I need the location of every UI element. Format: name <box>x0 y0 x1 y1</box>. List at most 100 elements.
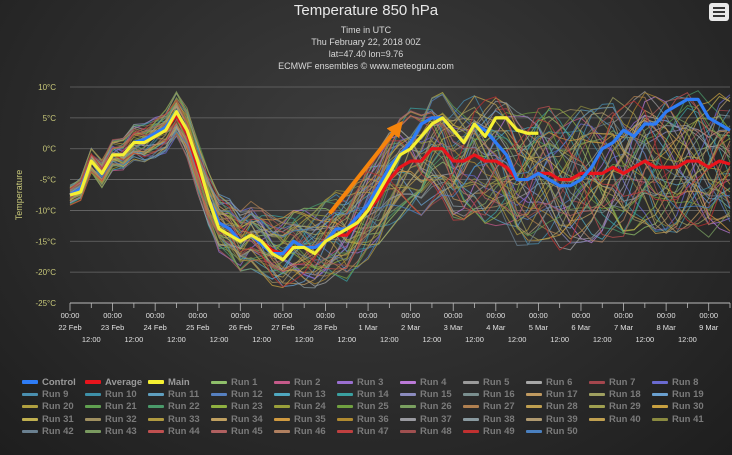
legend-item-run-8[interactable]: Run 8 <box>652 377 698 388</box>
legend-item-run-38[interactable]: Run 38 <box>463 414 515 425</box>
legend-item-main[interactable]: Main <box>148 377 190 388</box>
legend-label: Run 45 <box>231 425 263 437</box>
legend-item-run-20[interactable]: Run 20 <box>22 401 74 412</box>
legend-swatch <box>211 380 227 384</box>
legend-item-run-33[interactable]: Run 33 <box>148 414 200 425</box>
legend-item-run-13[interactable]: Run 13 <box>274 389 326 400</box>
legend-item-run-30[interactable]: Run 30 <box>652 401 704 412</box>
legend-swatch <box>148 393 164 397</box>
legend-item-run-46[interactable]: Run 46 <box>274 426 326 437</box>
legend-item-run-1[interactable]: Run 1 <box>211 377 257 388</box>
y-tick-label: -25°C <box>35 299 56 308</box>
legend-item-run-9[interactable]: Run 9 <box>22 389 68 400</box>
legend-swatch <box>463 380 479 384</box>
legend-item-run-43[interactable]: Run 43 <box>85 426 137 437</box>
legend-swatch <box>22 417 38 421</box>
legend-item-run-23[interactable]: Run 23 <box>211 401 263 412</box>
x-tick-noon: 12:00 <box>465 335 484 344</box>
legend-item-run-35[interactable]: Run 35 <box>274 414 326 425</box>
chart-menu-button[interactable] <box>709 3 729 21</box>
legend-swatch <box>589 393 605 397</box>
legend-item-run-6[interactable]: Run 6 <box>526 377 572 388</box>
y-tick-label: 0°C <box>43 145 57 154</box>
legend-swatch <box>22 405 38 409</box>
legend-item-run-26[interactable]: Run 26 <box>400 401 452 412</box>
x-tick-noon: 12:00 <box>337 335 356 344</box>
legend-label: Main <box>168 377 190 388</box>
legend-item-run-49[interactable]: Run 49 <box>463 426 515 437</box>
legend-item-run-16[interactable]: Run 16 <box>463 389 515 400</box>
legend-item-run-24[interactable]: Run 24 <box>274 401 326 412</box>
x-tick-noon: 12:00 <box>508 335 527 344</box>
x-tick-time: 00:00 <box>401 311 420 320</box>
annotation-arrow <box>328 120 403 215</box>
legend-item-run-10[interactable]: Run 10 <box>85 389 137 400</box>
legend-row: Run 42 Run 43 Run 44 Run 45 Run 46 Run 47 Run … <box>22 426 732 438</box>
legend-swatch <box>463 405 479 409</box>
legend-item-run-37[interactable]: Run 37 <box>400 414 452 425</box>
x-tick-time: 00:00 <box>316 311 335 320</box>
y-axis-title: Temperature <box>14 170 24 221</box>
legend-label: Run 35 <box>294 413 326 425</box>
legend-label: Run 36 <box>357 413 389 425</box>
legend-item-run-25[interactable]: Run 25 <box>337 401 389 412</box>
legend-item-average[interactable]: Average <box>85 377 142 388</box>
legend-item-run-40[interactable]: Run 40 <box>589 414 641 425</box>
legend-item-run-5[interactable]: Run 5 <box>463 377 509 388</box>
legend-item-run-42[interactable]: Run 42 <box>22 426 74 437</box>
run-line <box>69 99 731 272</box>
legend-item-run-39[interactable]: Run 39 <box>526 414 578 425</box>
legend-item-run-2[interactable]: Run 2 <box>274 377 320 388</box>
legend-item-run-32[interactable]: Run 32 <box>85 414 137 425</box>
legend-label: Run 43 <box>105 425 137 437</box>
legend-item-run-36[interactable]: Run 36 <box>337 414 389 425</box>
x-tick-date: 24 Feb <box>143 323 166 332</box>
legend-item-run-48[interactable]: Run 48 <box>400 426 452 437</box>
legend-item-run-41[interactable]: Run 41 <box>652 414 704 425</box>
legend-label: Run 48 <box>420 425 452 437</box>
legend-label: Run 19 <box>672 389 704 401</box>
legend-label: Run 34 <box>231 413 263 425</box>
x-tick-time: 00:00 <box>103 311 122 320</box>
legend-item-run-19[interactable]: Run 19 <box>652 389 704 400</box>
x-tick-date: 28 Feb <box>314 323 337 332</box>
legend-item-run-47[interactable]: Run 47 <box>337 426 389 437</box>
legend-item-run-28[interactable]: Run 28 <box>526 401 578 412</box>
legend-item-run-34[interactable]: Run 34 <box>211 414 263 425</box>
legend-row: Run 9 Run 10 Run 11 Run 12 Run 13 Run 14 Run 1… <box>22 389 732 401</box>
run-line <box>69 91 731 271</box>
legend-item-run-21[interactable]: Run 21 <box>85 401 137 412</box>
run-line <box>69 90 731 273</box>
legend-item-run-17[interactable]: Run 17 <box>526 389 578 400</box>
legend-item-run-11[interactable]: Run 11 <box>148 389 199 400</box>
legend-item-run-4[interactable]: Run 4 <box>400 377 446 388</box>
legend-item-run-45[interactable]: Run 45 <box>211 426 263 437</box>
legend-item-run-44[interactable]: Run 44 <box>148 426 200 437</box>
legend-item-run-29[interactable]: Run 29 <box>589 401 641 412</box>
legend-swatch <box>652 380 668 384</box>
legend-item-run-14[interactable]: Run 14 <box>337 389 389 400</box>
legend-swatch <box>526 417 542 421</box>
x-tick-time: 00:00 <box>231 311 250 320</box>
legend-item-run-22[interactable]: Run 22 <box>148 401 200 412</box>
legend-item-run-27[interactable]: Run 27 <box>463 401 515 412</box>
legend-item-run-3[interactable]: Run 3 <box>337 377 383 388</box>
legend-item-run-18[interactable]: Run 18 <box>589 389 641 400</box>
legend-item-run-50[interactable]: Run 50 <box>526 426 578 437</box>
legend-swatch <box>337 417 353 421</box>
legend-label: Run 41 <box>672 413 704 425</box>
legend-item-run-7[interactable]: Run 7 <box>589 377 635 388</box>
legend-label: Run 22 <box>168 401 200 413</box>
run-line <box>69 95 731 277</box>
legend-swatch <box>589 405 605 409</box>
legend-item-run-15[interactable]: Run 15 <box>400 389 452 400</box>
legend-item-run-31[interactable]: Run 31 <box>22 414 74 425</box>
x-tick-time: 00:00 <box>444 311 463 320</box>
legend-label: Run 32 <box>105 413 137 425</box>
legend-label: Run 12 <box>231 389 263 401</box>
legend-item-control[interactable]: Control <box>22 377 76 388</box>
x-tick-time: 00:00 <box>274 311 293 320</box>
x-tick-time: 00:00 <box>572 311 591 320</box>
legend-label: Run 42 <box>42 425 74 437</box>
legend-item-run-12[interactable]: Run 12 <box>211 389 263 400</box>
